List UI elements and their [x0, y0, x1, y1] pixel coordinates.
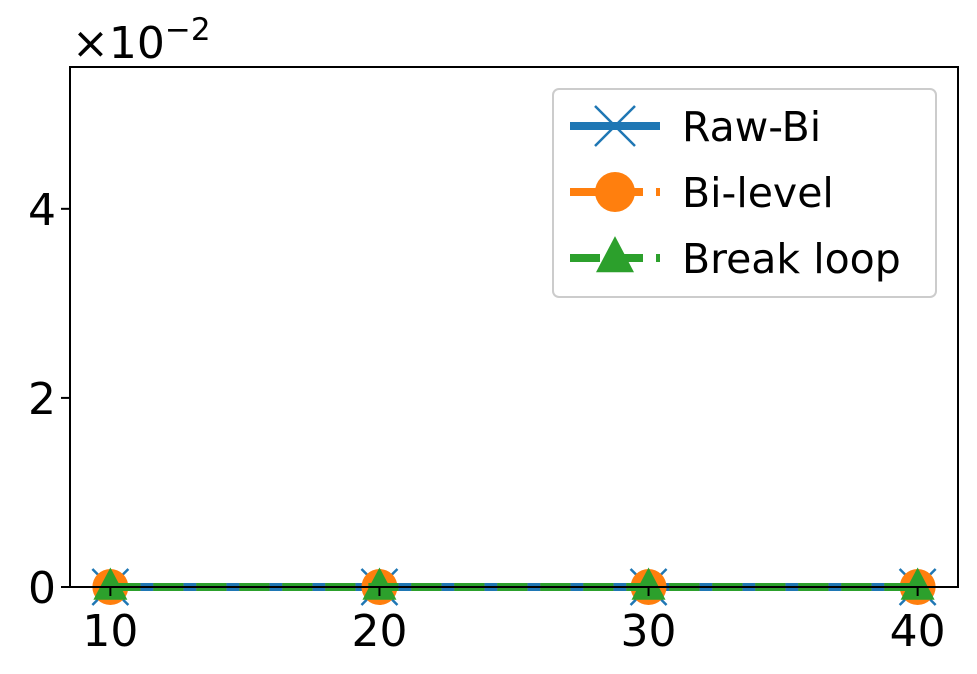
legend-marker — [594, 105, 636, 147]
y-tick-label: 0 — [28, 563, 56, 614]
legend-marker — [595, 172, 635, 212]
x-tick-label: 20 — [351, 606, 407, 657]
x-tick-label: 30 — [621, 606, 677, 657]
offset-base: ×10 — [72, 18, 165, 69]
legend-box — [552, 88, 937, 298]
data-point — [900, 567, 935, 600]
x-tick-label: 40 — [890, 606, 946, 657]
legend-marker — [596, 236, 634, 273]
legend-label: Bi-level — [682, 169, 834, 217]
legend-label: Break loop — [682, 235, 901, 283]
legend: Raw-Bi Bi-level Break loop — [552, 88, 937, 298]
plot-frame — [69, 66, 959, 588]
data-point — [631, 567, 666, 600]
axes-layer: 10 20 30 40 0 2 4 — [28, 185, 946, 657]
offset-exponent: −2 — [165, 12, 211, 48]
legend-label: Raw-Bi — [682, 103, 821, 151]
y-axis-offset-text: ×10−2 — [72, 12, 211, 69]
data-point — [362, 567, 397, 600]
series-break-loop — [93, 567, 935, 600]
y-tick-label: 2 — [28, 374, 56, 425]
y-tick-label: 4 — [28, 185, 56, 236]
data-point — [93, 567, 128, 600]
x-tick-label: 10 — [82, 606, 138, 657]
